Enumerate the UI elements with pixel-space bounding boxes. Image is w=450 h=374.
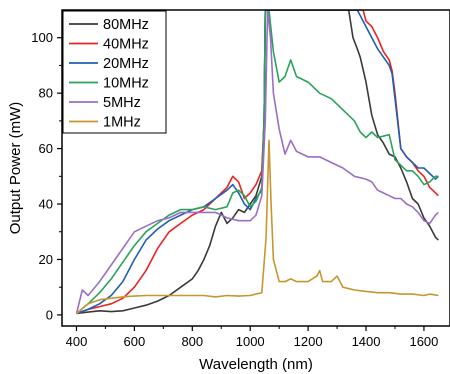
plot-frame: [61, 9, 450, 327]
x-axis: 400 600 800 1000 1200 1400 1600: [66, 326, 438, 349]
x-axis-title: Wavelength (nm): [199, 356, 313, 373]
legend-label: 10MHz: [103, 76, 149, 92]
series-line-1mhz: [75, 139, 439, 315]
series-line-10mhz: [75, 10, 439, 315]
y-tick-label: 100: [31, 30, 53, 45]
y-tick-label: 20: [39, 252, 53, 267]
x-tick-label: 1200: [294, 334, 323, 349]
y-tick-label: 60: [39, 141, 53, 156]
y-tick-label: 0: [46, 307, 53, 322]
legend-label: 1MHz: [103, 115, 141, 131]
y-axis: 0 20 40 60 80 100: [31, 30, 62, 322]
x-tick-label: 1000: [236, 334, 265, 349]
y-axis-title: Output Power (mW): [7, 102, 24, 235]
legend-box: [62, 10, 167, 134]
legend-label: 40MHz: [103, 37, 149, 53]
x-tick-label: 1600: [409, 334, 438, 349]
y-tick-label: 80: [39, 86, 53, 101]
legend: 80MHz 40MHz 20MHz 10MHz 5MHz 1MHz: [62, 10, 167, 134]
legend-label: 20MHz: [103, 56, 149, 72]
series-layer: [75, 10, 439, 315]
legend-label: 5MHz: [103, 95, 141, 111]
legend-label: 80MHz: [103, 17, 149, 33]
series-line-5mhz: [75, 10, 439, 314]
x-tick-label: 400: [66, 334, 88, 349]
y-tick-label: 40: [39, 197, 53, 212]
x-tick-label: 600: [124, 334, 146, 349]
x-tick-label: 1400: [352, 334, 381, 349]
x-tick-label: 800: [181, 334, 203, 349]
